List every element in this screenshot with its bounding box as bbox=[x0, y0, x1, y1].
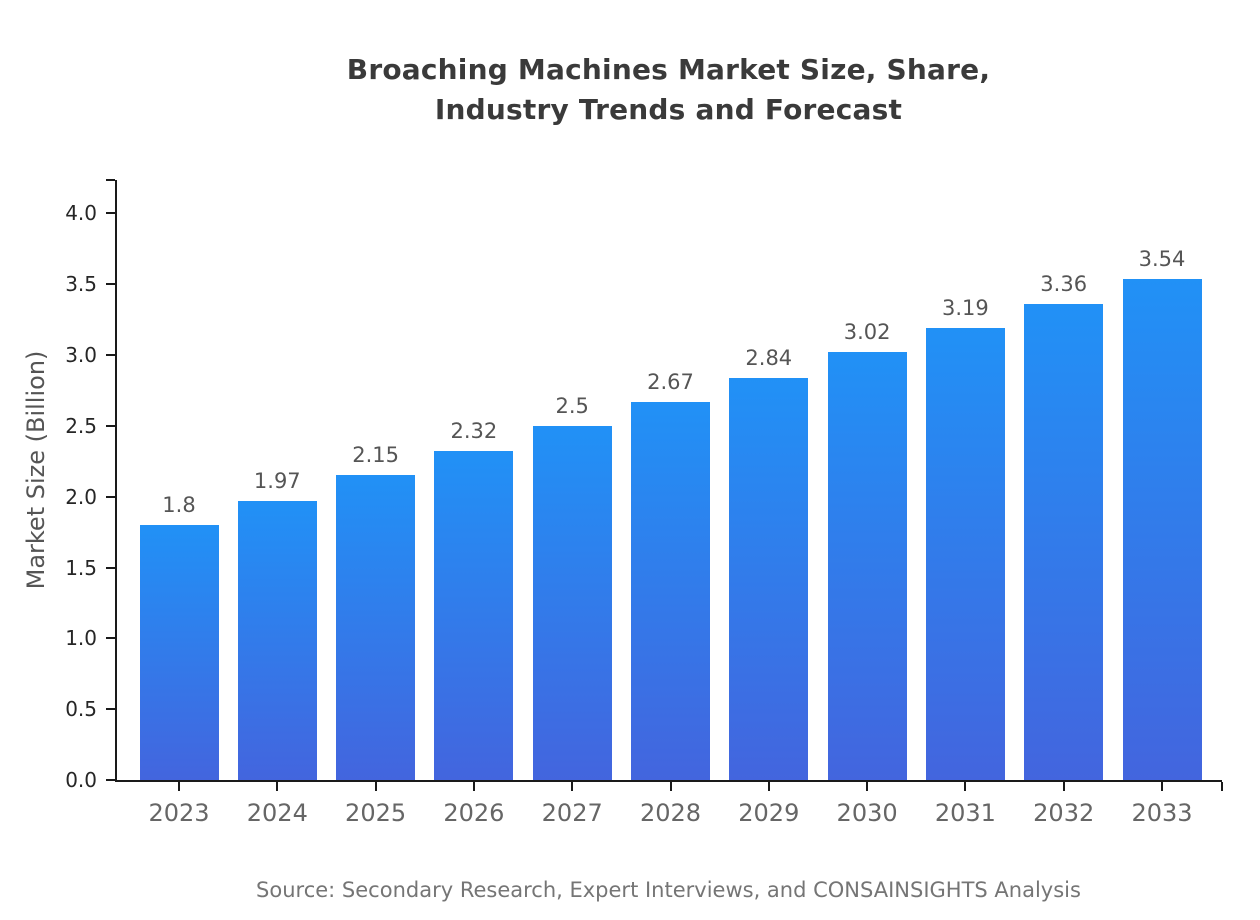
bar-value-label: 3.02 bbox=[843, 320, 891, 345]
x-tick bbox=[669, 782, 672, 791]
bar-value-label: 2.32 bbox=[450, 419, 498, 444]
x-tick-label: 2024 bbox=[246, 799, 308, 827]
bar bbox=[631, 401, 710, 780]
bar-value-label: 2.5 bbox=[555, 393, 589, 418]
bar-value-label: 1.8 bbox=[162, 493, 196, 518]
x-tick bbox=[178, 782, 180, 791]
bar bbox=[827, 352, 907, 780]
y-tick bbox=[106, 779, 115, 781]
x-tick bbox=[472, 782, 475, 791]
bar-value-label: 2.15 bbox=[352, 443, 399, 468]
x-tick bbox=[571, 782, 574, 791]
x-tick-label: 2027 bbox=[541, 799, 603, 827]
bar-value-label: 3.54 bbox=[1138, 246, 1186, 271]
y-tick-label: 0.5 bbox=[65, 697, 97, 722]
x-tick bbox=[276, 782, 279, 791]
x-tick-label: 2032 bbox=[1033, 799, 1095, 827]
x-tick bbox=[374, 782, 377, 791]
x-tick bbox=[1161, 782, 1163, 791]
x-tick bbox=[1062, 782, 1065, 791]
chart-title: Broaching Machines Market Size, Share, I… bbox=[346, 53, 991, 126]
x-tick bbox=[964, 782, 967, 791]
x-tick-label: 2031 bbox=[934, 799, 996, 827]
y-tick bbox=[106, 708, 115, 711]
y-tick-label: 1.0 bbox=[65, 626, 97, 651]
y-tick bbox=[106, 354, 115, 357]
y-tick bbox=[106, 424, 115, 427]
x-tick bbox=[866, 782, 869, 791]
y-tick-label: 2.0 bbox=[65, 484, 97, 509]
y-tick-label: 0.0 bbox=[65, 768, 97, 792]
y-tick bbox=[106, 637, 115, 640]
bar-value-label: 3.36 bbox=[1040, 272, 1088, 297]
y-axis-label: Market Size (Billion) bbox=[22, 350, 50, 590]
y-axis-end-tick bbox=[106, 179, 115, 181]
bar bbox=[434, 451, 514, 780]
bar-value-label: 2.67 bbox=[647, 369, 694, 394]
bar-value-label: 1.97 bbox=[253, 468, 301, 493]
x-tick-label: 2030 bbox=[836, 799, 898, 827]
bar bbox=[139, 525, 219, 780]
x-tick-label: 2028 bbox=[639, 799, 702, 827]
bar bbox=[237, 500, 317, 780]
plot-area: 1.8 2023 1.97 2024 2.15 2025 2.32 2026 2.5 2027 2.… bbox=[65, 179, 1223, 827]
x-tick-label: 2025 bbox=[345, 799, 407, 827]
x-tick-label: 2026 bbox=[443, 799, 505, 827]
y-tick bbox=[106, 212, 115, 215]
y-tick-label: 2.5 bbox=[65, 413, 97, 438]
y-tick bbox=[106, 283, 115, 286]
y-tick-label: 4.0 bbox=[65, 201, 97, 226]
y-tick-label: 3.0 bbox=[65, 343, 97, 368]
x-tick bbox=[767, 782, 770, 791]
bar-value-label: 3.19 bbox=[942, 296, 989, 321]
y-tick bbox=[106, 495, 115, 498]
y-tick-label: 1.5 bbox=[65, 555, 97, 580]
x-tick-label: 2033 bbox=[1131, 799, 1193, 827]
bar bbox=[532, 425, 612, 780]
x-tick-label: 2023 bbox=[148, 799, 210, 827]
y-tick bbox=[106, 566, 115, 569]
bar bbox=[1024, 304, 1104, 780]
source-attribution: Source: Secondary Research, Expert Inter… bbox=[256, 878, 1081, 902]
bar-value-label: 2.84 bbox=[745, 345, 793, 370]
y-tick-label: 3.5 bbox=[65, 272, 97, 297]
bar bbox=[925, 328, 1005, 780]
x-tick-label: 2029 bbox=[738, 799, 800, 827]
bar bbox=[729, 377, 809, 780]
bar bbox=[336, 475, 416, 780]
x-axis-end-tick bbox=[1221, 782, 1223, 791]
bar bbox=[1122, 278, 1202, 780]
